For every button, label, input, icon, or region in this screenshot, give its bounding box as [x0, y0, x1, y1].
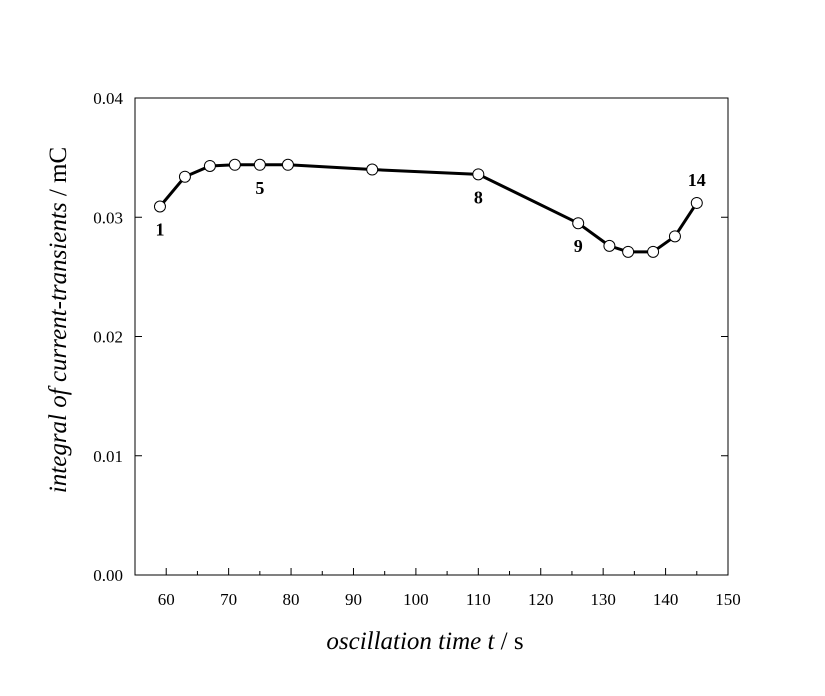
x-tick-label: 100: [403, 590, 429, 609]
data-points: [153, 158, 703, 258]
x-tick-label: 130: [590, 590, 616, 609]
point-annotation: 5: [255, 178, 264, 198]
y-tick-label: 0.01: [93, 447, 123, 466]
x-tick-label: 80: [283, 590, 300, 609]
x-tick-label: 140: [653, 590, 679, 609]
x-axis: 60 70 80 90 100 110 120 130 140 150: [134, 568, 741, 609]
point-annotation: 8: [474, 187, 483, 207]
plot-frame: [134, 97, 729, 576]
x-axis-title: oscillation time t / s: [326, 628, 523, 655]
data-point: [203, 159, 216, 172]
point-annotation: 14: [688, 170, 706, 190]
series-line: [158, 163, 699, 254]
data-point: [366, 163, 379, 176]
data-point: [153, 200, 166, 213]
x-tick-label: 90: [345, 590, 362, 609]
y-tick-label: 0.02: [93, 328, 123, 347]
data-point: [228, 158, 241, 171]
y-tick-label: 0.04: [93, 89, 123, 108]
point-annotation: 1: [155, 220, 164, 240]
point-annotation: 9: [574, 236, 583, 256]
y-axis-title: integral of current-transients / mC: [45, 147, 72, 493]
x-tick-label: 60: [158, 590, 175, 609]
data-point: [281, 158, 294, 171]
data-point: [603, 239, 616, 252]
data-point: [253, 158, 266, 171]
point-annotations: 1 5 8 9 14: [155, 170, 705, 256]
x-tick-label: 70: [220, 590, 237, 609]
data-point: [178, 170, 191, 183]
y-tick-label: 0.03: [93, 208, 123, 227]
x-tick-label: 150: [715, 590, 741, 609]
data-point: [647, 245, 660, 258]
x-tick-label: 120: [528, 590, 554, 609]
x-tick-label: 110: [466, 590, 491, 609]
data-point: [472, 168, 485, 181]
data-point: [668, 230, 681, 243]
y-axis: 0.00 0.01 0.02 0.03 0.04: [93, 89, 728, 585]
data-point: [572, 217, 585, 230]
data-point: [690, 196, 703, 209]
data-point: [622, 245, 635, 258]
y-tick-label: 0.00: [93, 566, 123, 585]
